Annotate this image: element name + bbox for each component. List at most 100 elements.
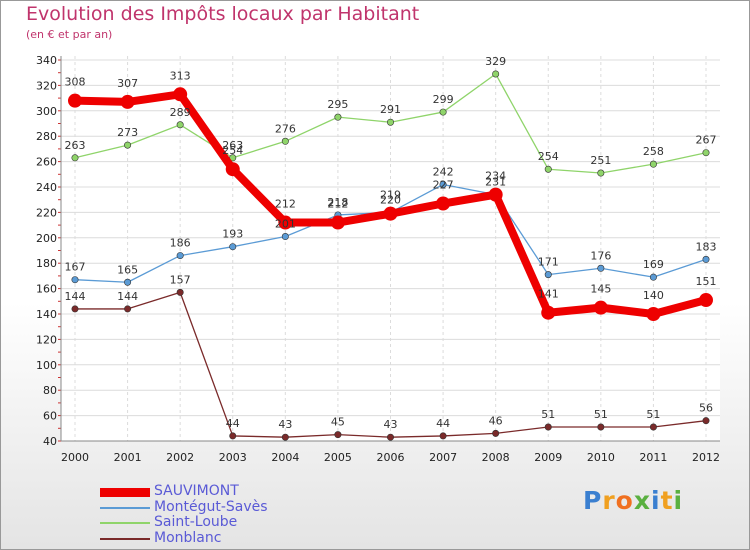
data-label-2: 273 (117, 126, 138, 139)
data-label-0: 254 (222, 144, 243, 157)
data-point-1 (439, 180, 447, 188)
data-point-1 (544, 271, 552, 279)
data-point-0 (541, 305, 556, 320)
data-label-2: 289 (170, 106, 191, 119)
data-point-2 (386, 118, 394, 126)
data-label-3: 51 (594, 408, 608, 421)
data-label-0: 227 (433, 179, 454, 192)
data-point-3 (229, 432, 237, 440)
data-label-0: 145 (590, 283, 611, 296)
x-tick-label: 2012 (692, 451, 720, 464)
data-label-3: 44 (436, 417, 450, 430)
data-point-2 (702, 149, 710, 157)
data-point-2 (649, 160, 657, 168)
data-label-2: 329 (485, 55, 506, 68)
data-point-1 (597, 264, 605, 272)
logo-letter: P (583, 486, 603, 515)
data-label-3: 44 (226, 417, 240, 430)
y-tick-label: 340 (36, 54, 57, 67)
data-point-2 (124, 141, 132, 149)
y-tick-label: 200 (36, 232, 57, 245)
proxiti-logo: Proxiti (583, 486, 683, 515)
legend-swatch-montegut-saves (100, 506, 150, 509)
data-label-0: 151 (696, 275, 717, 288)
logo-letter: i (651, 486, 661, 515)
y-tick-label: 280 (36, 130, 57, 143)
data-label-2: 254 (538, 150, 559, 163)
x-tick-label: 2011 (639, 451, 667, 464)
data-label-3: 144 (65, 290, 86, 303)
data-label-3: 46 (489, 414, 503, 427)
data-point-0 (593, 300, 608, 315)
data-point-3 (597, 423, 605, 431)
y-tick-label: 240 (36, 181, 57, 194)
data-point-1 (229, 243, 237, 251)
x-tick-label: 2003 (219, 451, 247, 464)
chart-subtitle: (en € et par an) (26, 28, 113, 41)
data-point-1 (71, 276, 79, 284)
legend-label-saint-loube: Saint-Loube (154, 514, 238, 530)
x-tick-label: 2008 (482, 451, 510, 464)
legend-label-monblanc: Monblanc (154, 529, 222, 546)
data-label-0: 140 (643, 289, 664, 302)
y-tick-label: 120 (36, 333, 57, 346)
data-point-0 (278, 215, 293, 230)
data-label-2: 299 (433, 93, 454, 106)
data-point-0 (383, 206, 398, 221)
data-label-2: 291 (380, 103, 401, 116)
data-label-0: 219 (380, 189, 401, 202)
data-label-2: 263 (65, 139, 86, 152)
data-point-3 (281, 433, 289, 441)
y-tick-label: 320 (36, 79, 57, 92)
y-tick-label: 140 (36, 308, 57, 321)
legend-label-montegut-saves: Montégut-Savès (154, 498, 268, 515)
data-label-3: 43 (384, 418, 398, 431)
data-point-3 (492, 429, 500, 437)
data-point-2 (439, 108, 447, 116)
legend-label-sauvimont: SAUVIMONT (154, 483, 239, 499)
y-tick-label: 160 (36, 283, 57, 296)
data-label-1: 186 (170, 237, 191, 250)
y-tick-label: 60 (43, 410, 57, 423)
data-point-1 (176, 252, 184, 260)
data-label-0: 141 (538, 288, 559, 301)
x-tick-label: 2004 (271, 451, 299, 464)
chart-title: Evolution des Impôts locaux par Habitant (26, 3, 420, 25)
data-label-0: 234 (485, 170, 506, 183)
x-tick-label: 2000 (61, 451, 89, 464)
logo-letter: o (615, 486, 634, 515)
y-tick-label: 100 (36, 359, 57, 372)
data-label-3: 144 (117, 290, 138, 303)
x-tick-label: 2009 (534, 451, 562, 464)
y-tick-label: 220 (36, 206, 57, 219)
data-point-0 (330, 215, 345, 230)
data-point-1 (649, 273, 657, 281)
data-label-1: 220 (380, 193, 401, 206)
data-label-3: 51 (541, 408, 555, 421)
data-label-1: 218 (327, 196, 348, 209)
data-point-3 (439, 432, 447, 440)
data-label-1: 201 (275, 218, 296, 231)
data-point-0 (488, 187, 503, 202)
data-label-0: 308 (65, 76, 86, 89)
data-label-2: 263 (222, 139, 243, 152)
x-tick-label: 2002 (166, 451, 194, 464)
data-point-3 (544, 423, 552, 431)
data-label-1: 242 (433, 165, 454, 178)
data-point-1 (281, 233, 289, 241)
y-tick-label: 260 (36, 156, 57, 169)
data-point-2 (281, 137, 289, 145)
x-tick-label: 2007 (429, 451, 457, 464)
data-point-1 (702, 255, 710, 263)
y-tick-label: 180 (36, 257, 57, 270)
y-tick-label: 40 (43, 435, 57, 448)
data-label-1: 167 (65, 261, 86, 274)
data-label-3: 56 (699, 402, 713, 415)
data-label-2: 258 (643, 145, 664, 158)
logo-letter: x (633, 486, 651, 515)
data-point-1 (124, 278, 132, 286)
data-label-0: 313 (170, 69, 191, 82)
data-label-2: 251 (590, 154, 611, 167)
data-point-2 (176, 121, 184, 129)
data-label-1: 176 (590, 249, 611, 262)
